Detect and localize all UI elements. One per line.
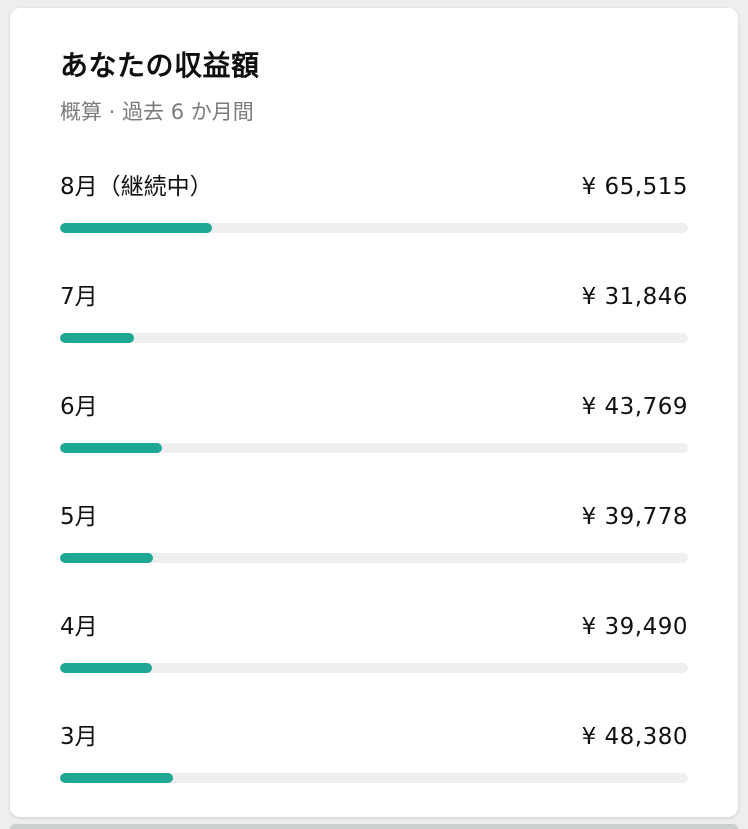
earnings-subtitle: 概算 · 過去 6 か月間 xyxy=(60,100,254,124)
bar-track xyxy=(60,223,688,233)
earnings-row: 7月 ¥ 31,846 xyxy=(60,282,688,343)
earnings-row: 8月（継続中） ¥ 65,515 xyxy=(60,172,688,233)
amount-value: ¥ 48,380 xyxy=(581,724,688,750)
earnings-list: 8月（継続中） ¥ 65,515 7月 ¥ 31,846 6月 ¥ 43,769… xyxy=(60,172,688,783)
next-card-top-edge xyxy=(10,824,738,829)
earnings-row: 5月 ¥ 39,778 xyxy=(60,502,688,563)
bar-fill xyxy=(60,333,135,343)
earnings-row: 4月 ¥ 39,490 xyxy=(60,612,688,673)
bar-fill xyxy=(60,663,152,673)
bar-track xyxy=(60,773,688,783)
month-label: 7月 xyxy=(60,284,98,310)
bar-fill xyxy=(60,773,173,783)
month-label: 3月 xyxy=(60,724,98,750)
earnings-row: 3月 ¥ 48,380 xyxy=(60,722,688,783)
amount-value: ¥ 43,769 xyxy=(581,394,688,420)
month-label: 4月 xyxy=(60,614,98,640)
bar-fill xyxy=(60,223,213,233)
month-label: 6月 xyxy=(60,394,98,420)
amount-value: ¥ 39,778 xyxy=(581,504,688,530)
amount-value: ¥ 65,515 xyxy=(581,174,688,200)
month-label: 8月（継続中） xyxy=(60,174,213,200)
bar-track xyxy=(60,333,688,343)
bar-track xyxy=(60,553,688,563)
amount-value: ¥ 31,846 xyxy=(581,284,688,310)
bar-fill xyxy=(60,443,162,453)
earnings-row: 6月 ¥ 43,769 xyxy=(60,392,688,453)
month-label: 5月 xyxy=(60,504,98,530)
bar-track xyxy=(60,443,688,453)
bar-track xyxy=(60,663,688,673)
bar-fill xyxy=(60,553,153,563)
amount-value: ¥ 39,490 xyxy=(581,614,688,640)
earnings-title: あなたの収益額 xyxy=(60,49,260,82)
earnings-card: あなたの収益額 概算 · 過去 6 か月間 8月（継続中） ¥ 65,515 7… xyxy=(10,8,738,817)
